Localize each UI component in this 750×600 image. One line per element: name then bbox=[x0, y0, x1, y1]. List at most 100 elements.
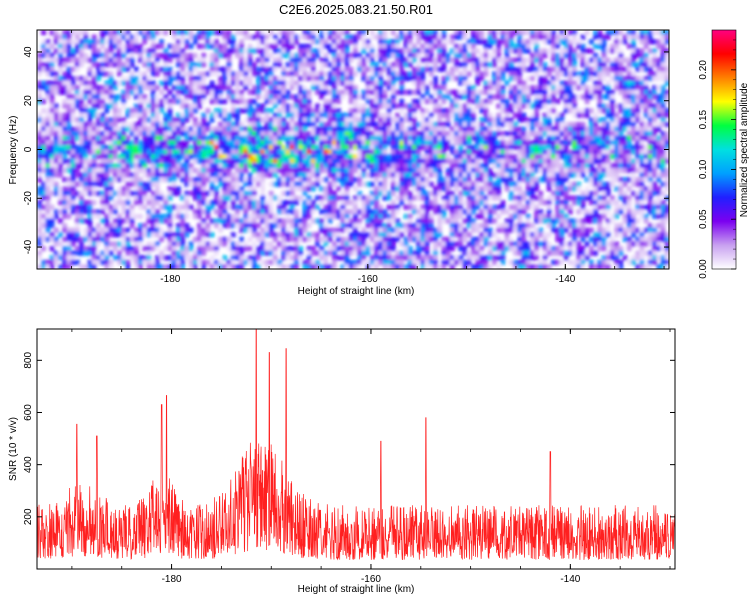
heatmap-cell bbox=[496, 204, 502, 210]
heatmap-cell bbox=[361, 140, 367, 146]
heatmap-cell bbox=[643, 135, 649, 141]
heatmap-cell bbox=[647, 209, 653, 215]
heatmap-cell bbox=[660, 163, 666, 169]
heatmap-cell bbox=[285, 190, 291, 197]
heatmap-cell bbox=[302, 172, 308, 178]
heatmap-cell bbox=[142, 75, 148, 82]
heatmap-cell bbox=[327, 34, 333, 40]
heatmap-cell bbox=[302, 126, 308, 132]
heatmap-cell bbox=[243, 218, 249, 224]
heatmap-cell bbox=[306, 121, 312, 128]
heatmap-cell bbox=[112, 112, 118, 118]
heatmap-cell bbox=[112, 52, 118, 59]
heatmap-cell bbox=[664, 172, 669, 178]
heatmap-cell bbox=[513, 71, 518, 77]
heatmap-cell bbox=[344, 112, 350, 118]
heatmap-cell bbox=[129, 126, 135, 132]
heatmap-cell bbox=[601, 66, 607, 72]
heatmap-cell bbox=[331, 190, 337, 197]
heatmap-cell bbox=[306, 98, 312, 105]
heatmap-cell bbox=[567, 158, 573, 164]
heatmap-cell bbox=[631, 117, 636, 123]
heatmap-cell bbox=[386, 75, 392, 82]
heatmap-cell bbox=[660, 71, 666, 77]
heatmap-cell bbox=[213, 52, 219, 59]
heatmap-cell bbox=[563, 121, 569, 128]
heatmap-cell bbox=[344, 75, 350, 82]
heatmap-cell bbox=[272, 66, 278, 72]
heatmap-cell bbox=[268, 121, 274, 128]
heatmap-cell bbox=[652, 204, 657, 210]
heatmap-cell bbox=[289, 75, 295, 82]
heatmap-cell bbox=[643, 34, 649, 40]
heatmap-cell bbox=[272, 94, 278, 100]
heatmap-cell bbox=[319, 126, 325, 132]
heatmap-cell bbox=[593, 89, 598, 95]
heatmap-cell bbox=[479, 117, 485, 123]
heatmap-cell bbox=[647, 167, 653, 174]
heatmap-cell bbox=[176, 158, 181, 164]
heatmap-cell bbox=[74, 172, 80, 178]
heatmap-cell bbox=[382, 131, 388, 137]
heatmap-cell bbox=[551, 140, 556, 146]
heatmap-cell bbox=[382, 66, 388, 72]
heatmap-cell bbox=[576, 75, 582, 82]
heatmap-cell bbox=[302, 34, 308, 40]
heatmap-cell bbox=[597, 89, 603, 95]
heatmap-cell bbox=[53, 112, 59, 118]
heatmap-cell bbox=[517, 154, 523, 160]
heatmap-cell bbox=[487, 181, 493, 187]
heatmap-cell bbox=[386, 213, 392, 220]
heatmap-cell bbox=[466, 80, 472, 86]
heatmap-cell bbox=[218, 108, 223, 114]
heatmap-cell bbox=[605, 66, 611, 72]
heatmap-cell bbox=[205, 43, 211, 49]
heatmap-cell bbox=[251, 163, 257, 169]
heatmap-cell bbox=[218, 66, 223, 72]
heatmap-cell bbox=[294, 209, 299, 215]
heatmap-cell bbox=[357, 163, 363, 169]
heatmap-cell bbox=[361, 172, 367, 178]
heatmap-cell bbox=[504, 158, 510, 164]
heatmap-cell bbox=[386, 48, 392, 54]
heatmap-cell bbox=[125, 158, 131, 164]
heatmap-cell bbox=[605, 158, 611, 164]
heatmap-cell bbox=[492, 190, 497, 197]
heatmap-cell bbox=[538, 209, 544, 215]
heatmap-cell bbox=[230, 186, 236, 192]
heatmap-cell bbox=[504, 172, 510, 178]
heatmap-cell bbox=[133, 48, 139, 54]
heatmap-cell bbox=[374, 34, 379, 40]
heatmap-cell bbox=[150, 30, 156, 36]
heatmap-cell bbox=[340, 158, 346, 164]
heatmap-cell bbox=[483, 209, 489, 215]
heatmap-cell bbox=[289, 204, 295, 210]
heatmap-cell bbox=[340, 66, 346, 72]
heatmap-cell bbox=[45, 144, 51, 151]
heatmap-cell bbox=[395, 135, 400, 141]
heatmap-cell bbox=[285, 140, 291, 146]
heatmap-cell bbox=[454, 98, 459, 105]
heatmap-cell bbox=[319, 85, 325, 91]
heatmap-cell bbox=[546, 213, 552, 220]
heatmap-cell bbox=[302, 131, 308, 137]
heatmap-cell bbox=[133, 213, 139, 220]
heatmap-cell bbox=[306, 131, 312, 137]
heatmap-cell bbox=[517, 135, 523, 141]
heatmap-cell bbox=[264, 154, 270, 160]
heatmap-cell bbox=[593, 34, 598, 40]
heatmap-cell bbox=[256, 112, 261, 118]
heatmap-cell bbox=[572, 154, 577, 160]
heatmap-cell bbox=[281, 181, 287, 187]
heatmap-cell bbox=[58, 39, 63, 45]
heatmap-cell bbox=[79, 103, 84, 109]
heatmap-cell bbox=[205, 177, 211, 183]
heatmap-cell bbox=[138, 167, 143, 174]
heatmap-cell bbox=[395, 195, 400, 201]
heatmap-cell bbox=[584, 94, 590, 100]
heatmap-cell bbox=[222, 48, 228, 54]
heatmap-cell bbox=[555, 121, 561, 128]
heatmap-cell bbox=[188, 167, 194, 174]
heatmap-cell bbox=[348, 80, 354, 86]
heatmap-cell bbox=[163, 71, 169, 77]
